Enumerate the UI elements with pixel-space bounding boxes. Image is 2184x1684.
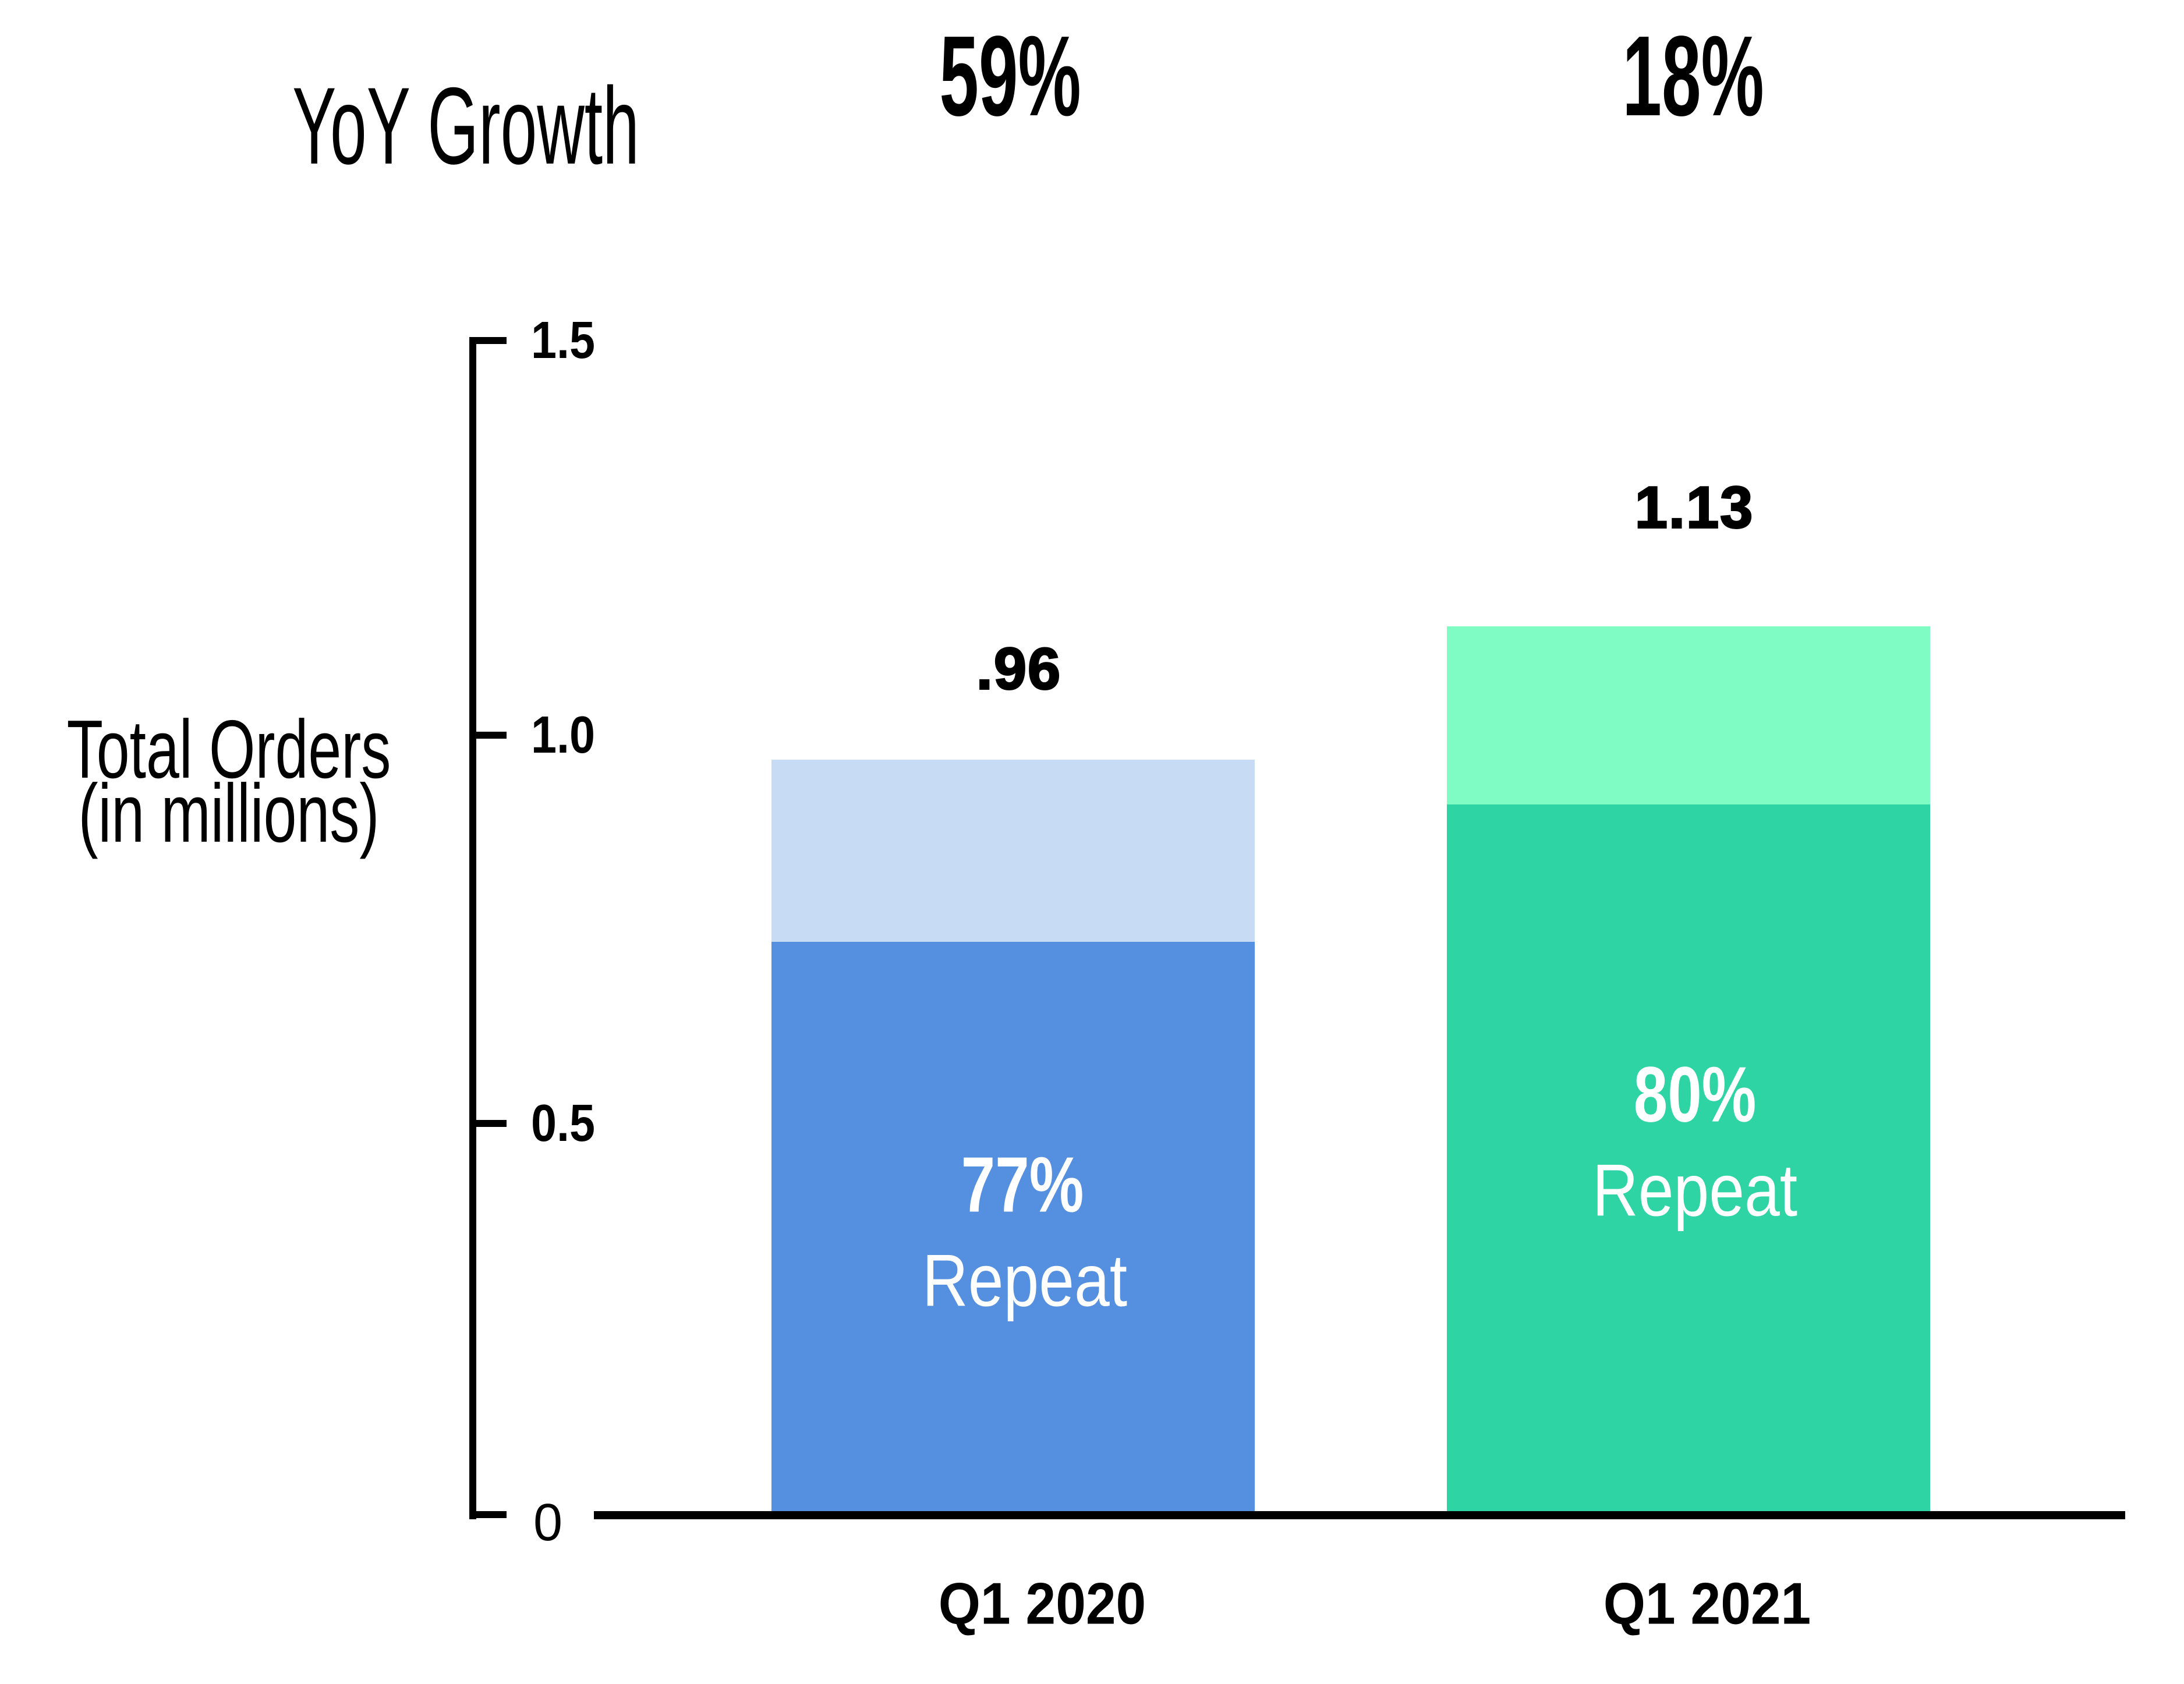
bar-q1-2020-new-segment — [771, 760, 1255, 942]
total-label-q1-2021: 1.13 — [1634, 475, 1754, 541]
y-axis-title: Total Orders (in millions) — [66, 703, 391, 860]
total-label-q1-2020: .96 — [975, 636, 1062, 702]
y-axis-tick-0 — [476, 1511, 507, 1518]
yoy-value-q1-2021-text: 18% — [1622, 12, 1764, 140]
bar-q1-2020-repeat-segment — [771, 942, 1255, 1511]
y-axis-line — [469, 337, 476, 1519]
y-axis-title-line2: (in millions) — [78, 767, 380, 860]
repeat-pct-q1-2021: 80% — [1633, 1050, 1757, 1139]
bar-q1-2021-new-segment — [1447, 626, 1930, 804]
y-tick-label-0: 0 — [533, 1494, 563, 1552]
y-axis-tick-0-5 — [476, 1120, 507, 1127]
y-tick-label-1-0: 1.0 — [531, 706, 596, 764]
y-axis-tick-1-5 — [476, 337, 507, 344]
repeat-pct-q1-2020: 77% — [961, 1140, 1084, 1229]
x-axis-line — [594, 1511, 2125, 1519]
yoy-growth-label-text: YoY Growth — [292, 65, 639, 187]
yoy-value-q1-2021: 18% — [1579, 19, 1807, 133]
yoy-value-q1-2020: 59% — [896, 19, 1124, 133]
x-label-q1-2020: Q1 2020 — [938, 1571, 1146, 1637]
y-tick-label-1-5: 1.5 — [531, 311, 596, 370]
y-axis-tick-1-0 — [476, 732, 507, 739]
yoy-growth-label: YoY Growth — [177, 71, 755, 180]
yoy-value-q1-2020-text: 59% — [939, 12, 1081, 140]
repeat-word-q1-2020: Repeat — [922, 1239, 1128, 1322]
repeat-word-q1-2021: Repeat — [1592, 1148, 1798, 1232]
bar-q1-2021-repeat-segment — [1447, 804, 1930, 1511]
y-tick-label-0-5: 0.5 — [531, 1094, 596, 1153]
y-axis-title-line1: Total Orders — [66, 703, 391, 796]
x-label-q1-2021: Q1 2021 — [1603, 1571, 1811, 1637]
